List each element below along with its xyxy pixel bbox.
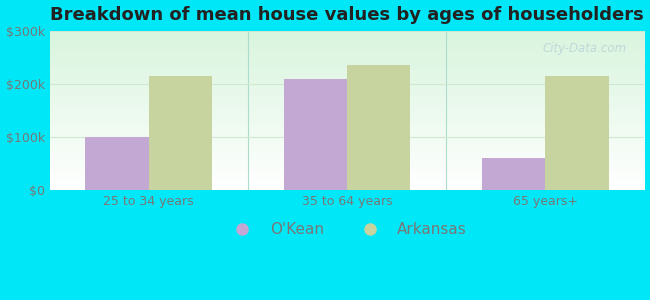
Bar — [545, 76, 609, 190]
Bar — [283, 79, 347, 190]
Bar — [482, 158, 545, 190]
Bar — [347, 65, 410, 190]
Text: City-Data.com: City-Data.com — [543, 42, 627, 55]
Title: Breakdown of mean house values by ages of householders: Breakdown of mean house values by ages o… — [50, 6, 644, 24]
Bar — [85, 137, 149, 190]
Bar — [149, 76, 212, 190]
Legend: O'Kean, Arkansas: O'Kean, Arkansas — [221, 216, 473, 243]
